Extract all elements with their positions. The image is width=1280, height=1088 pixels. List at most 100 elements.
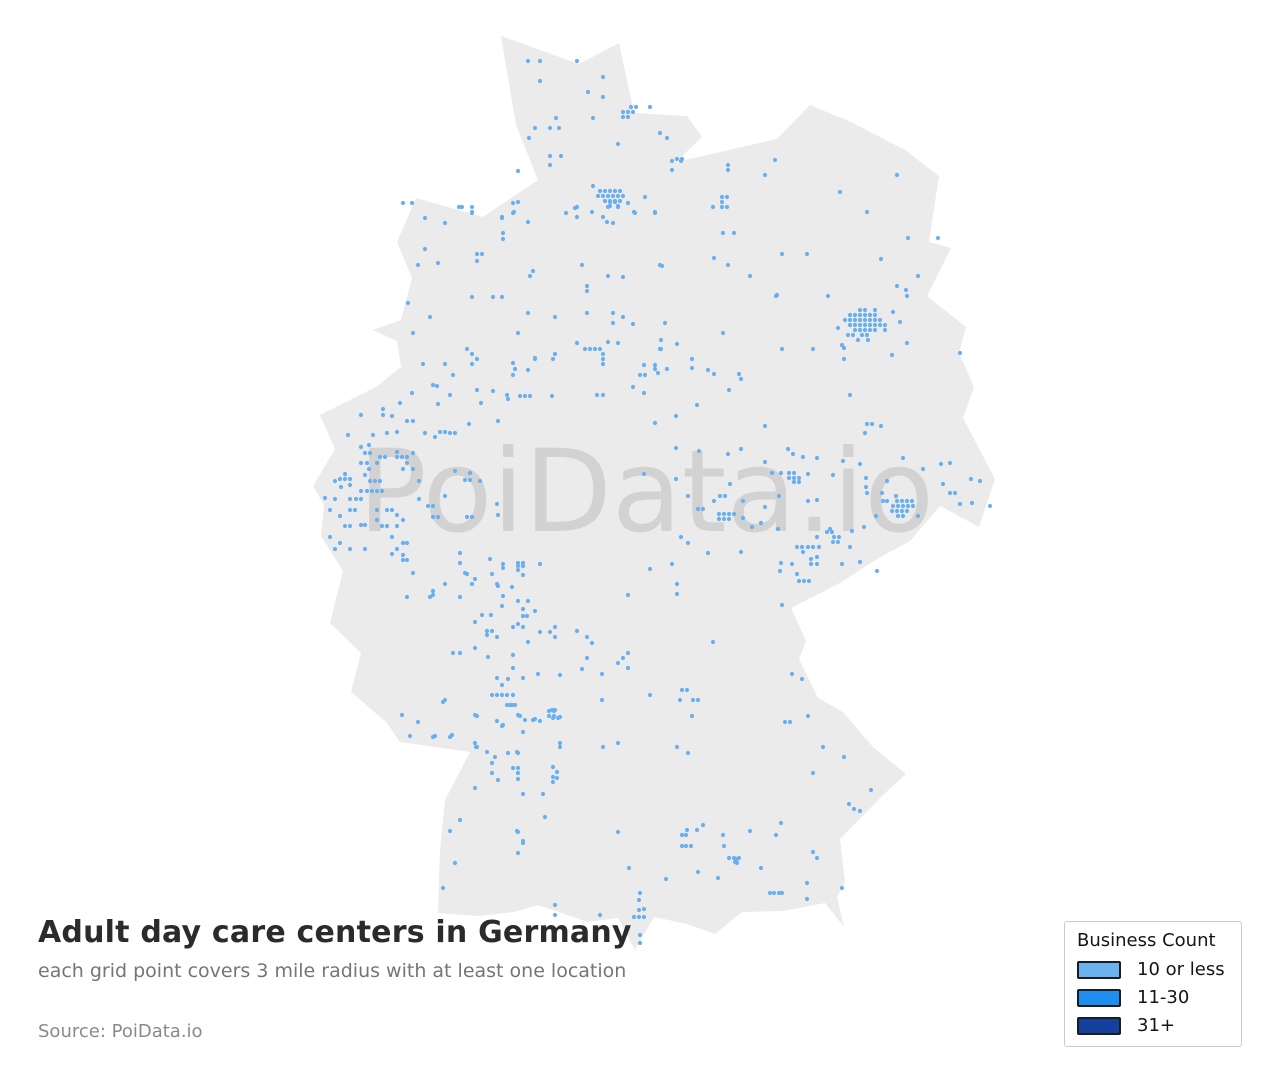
location-dot bbox=[590, 183, 596, 189]
location-dot bbox=[459, 204, 465, 210]
location-dot bbox=[384, 507, 390, 513]
location-dot bbox=[882, 327, 888, 333]
location-dot bbox=[366, 442, 372, 448]
location-dot bbox=[720, 832, 726, 838]
location-dot bbox=[347, 546, 353, 552]
location-dot bbox=[599, 671, 605, 677]
location-dot bbox=[779, 346, 785, 352]
legend-box: Business Count 10 or less 11-30 31+ bbox=[1064, 921, 1242, 1047]
location-dot bbox=[689, 356, 695, 362]
location-dot bbox=[420, 361, 426, 367]
location-dot bbox=[749, 524, 755, 530]
location-dot bbox=[814, 554, 820, 560]
location-dot bbox=[557, 740, 563, 746]
location-dot bbox=[814, 455, 820, 461]
location-dot bbox=[845, 332, 851, 338]
location-dot bbox=[552, 351, 558, 357]
location-dot bbox=[555, 715, 561, 721]
location-dot bbox=[499, 682, 505, 688]
location-dot bbox=[394, 512, 400, 518]
location-dot bbox=[633, 104, 639, 110]
location-dot bbox=[801, 578, 807, 584]
location-dot bbox=[808, 561, 814, 567]
location-dot bbox=[736, 855, 742, 861]
location-dot bbox=[554, 775, 560, 781]
location-dot bbox=[600, 392, 606, 398]
location-dot bbox=[857, 322, 863, 328]
location-dot bbox=[652, 366, 658, 372]
location-dot bbox=[552, 707, 558, 713]
title-block: Adult day care centers in Germany each g… bbox=[38, 915, 632, 982]
location-dot bbox=[878, 256, 884, 262]
location-dot bbox=[842, 317, 848, 323]
location-dot bbox=[762, 172, 768, 178]
location-dot bbox=[831, 534, 837, 540]
location-dot bbox=[600, 351, 606, 357]
location-dot bbox=[469, 361, 475, 367]
location-dot bbox=[520, 572, 526, 578]
location-dot bbox=[450, 650, 456, 656]
location-dot bbox=[522, 393, 528, 399]
location-dot bbox=[716, 511, 722, 517]
location-dot bbox=[535, 671, 541, 677]
location-dot bbox=[827, 526, 833, 532]
location-dot bbox=[620, 314, 626, 320]
location-dot bbox=[537, 718, 543, 724]
location-dot bbox=[905, 503, 911, 509]
location-dot bbox=[662, 320, 668, 326]
location-dot bbox=[574, 214, 580, 220]
location-dot bbox=[532, 355, 538, 361]
location-dot bbox=[404, 557, 410, 563]
location-dot bbox=[547, 153, 553, 159]
location-dot bbox=[615, 340, 621, 346]
location-dot bbox=[595, 193, 601, 199]
location-dot bbox=[550, 779, 556, 785]
location-dot bbox=[362, 472, 368, 478]
location-dot bbox=[655, 370, 661, 376]
location-dot bbox=[494, 501, 500, 507]
location-dot bbox=[628, 104, 634, 110]
location-dot bbox=[427, 594, 433, 600]
location-dot bbox=[688, 843, 694, 849]
location-dot bbox=[778, 820, 784, 826]
location-dot bbox=[532, 125, 538, 131]
location-dot bbox=[409, 390, 415, 396]
location-dot bbox=[469, 351, 475, 357]
location-dot bbox=[880, 498, 886, 504]
location-dot bbox=[677, 697, 683, 703]
location-dot bbox=[605, 273, 611, 279]
location-dot bbox=[358, 488, 364, 494]
location-dot bbox=[904, 508, 910, 514]
location-dot bbox=[836, 534, 842, 540]
location-dot bbox=[847, 322, 853, 328]
location-dot bbox=[410, 418, 416, 424]
location-dot bbox=[674, 581, 680, 587]
location-dot bbox=[394, 454, 400, 460]
location-dot bbox=[719, 204, 725, 210]
location-dot bbox=[489, 571, 495, 577]
location-dot bbox=[342, 523, 348, 529]
location-dot bbox=[474, 258, 480, 264]
location-dot bbox=[726, 855, 732, 861]
location-dot bbox=[600, 744, 606, 750]
location-dot bbox=[380, 412, 386, 418]
location-dot bbox=[500, 236, 506, 242]
location-dot bbox=[574, 58, 580, 64]
location-dot bbox=[862, 317, 868, 323]
location-dot bbox=[495, 583, 501, 589]
location-dot bbox=[824, 529, 830, 535]
location-dot bbox=[669, 167, 675, 173]
legend-label-low: 10 or less bbox=[1137, 959, 1225, 980]
location-dot bbox=[389, 507, 395, 513]
location-dot bbox=[604, 219, 610, 225]
location-dot bbox=[641, 471, 647, 477]
location-dot bbox=[758, 520, 764, 526]
location-dot bbox=[859, 332, 865, 338]
location-dot bbox=[399, 454, 405, 460]
location-dot bbox=[489, 760, 495, 766]
location-dot bbox=[550, 764, 556, 770]
location-dot bbox=[549, 393, 555, 399]
location-dot bbox=[893, 493, 899, 499]
location-dot bbox=[442, 493, 448, 499]
location-dot bbox=[804, 251, 810, 257]
